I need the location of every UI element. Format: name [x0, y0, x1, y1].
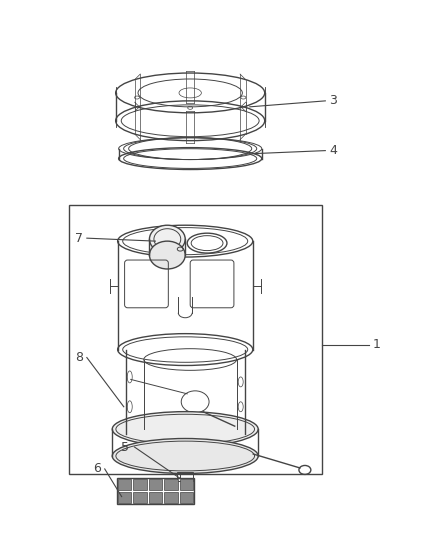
Text: 5: 5: [120, 441, 129, 454]
Text: 1: 1: [373, 338, 381, 351]
Text: 8: 8: [75, 351, 83, 364]
Text: 7: 7: [75, 232, 83, 245]
Bar: [180, 492, 193, 503]
Bar: [133, 492, 147, 503]
Bar: [177, 472, 193, 481]
Bar: [133, 480, 147, 490]
Text: 4: 4: [329, 144, 337, 157]
Bar: [164, 492, 178, 503]
Bar: [118, 492, 131, 503]
Bar: [118, 480, 131, 490]
Ellipse shape: [112, 439, 258, 473]
Bar: [164, 480, 178, 490]
Ellipse shape: [149, 241, 185, 269]
Bar: [69, 205, 322, 474]
Ellipse shape: [149, 225, 185, 253]
Bar: [117, 479, 194, 504]
Bar: [148, 492, 162, 503]
Ellipse shape: [112, 411, 258, 447]
Text: 6: 6: [93, 463, 101, 475]
Bar: [148, 480, 162, 490]
Text: 3: 3: [329, 94, 337, 107]
Bar: [180, 480, 193, 490]
